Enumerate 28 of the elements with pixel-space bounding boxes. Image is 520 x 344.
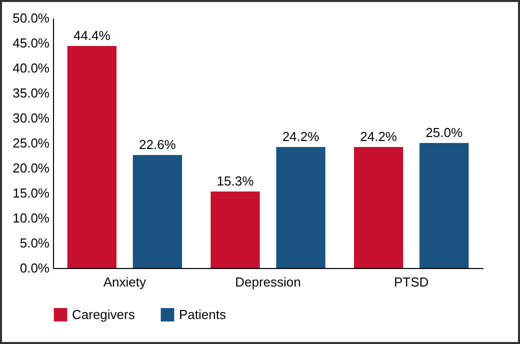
- data-label: 24.2%: [282, 129, 320, 144]
- y-tick-label: 25.0%: [12, 136, 50, 150]
- data-label: 15.3%: [216, 174, 254, 188]
- x-tick-label: PTSD: [394, 274, 429, 290]
- bar: [276, 147, 326, 268]
- data-label: 24.2%: [360, 129, 398, 144]
- y-tick-label: 35.0%: [12, 86, 50, 100]
- bar: [354, 147, 404, 268]
- bar: [420, 143, 469, 268]
- data-label: 22.6%: [138, 137, 176, 152]
- x-tick-label: Anxiety: [103, 274, 146, 290]
- x-tick-label: Depression: [235, 274, 301, 290]
- y-tick-label: 20.0%: [12, 160, 50, 176]
- data-label: 25.0%: [426, 125, 463, 140]
- legend-label: Caregivers: [72, 306, 136, 322]
- y-tick-label: 40.0%: [12, 60, 50, 76]
- y-tick-label: 30.0%: [12, 110, 50, 126]
- legend-label: Patients: [179, 306, 226, 322]
- y-tick-label: 10.0%: [12, 210, 50, 226]
- y-tick-label: 50.0%: [12, 10, 50, 26]
- y-tick-label: 45.0%: [12, 36, 50, 50]
- bar: [210, 192, 260, 268]
- bar: [132, 155, 182, 268]
- y-tick-label: 15.0%: [12, 186, 50, 200]
- y-tick-label: 5.0%: [20, 236, 50, 250]
- data-label: 44.4%: [73, 28, 111, 43]
- bar: [67, 46, 116, 268]
- y-tick-label: 0.0%: [20, 260, 50, 276]
